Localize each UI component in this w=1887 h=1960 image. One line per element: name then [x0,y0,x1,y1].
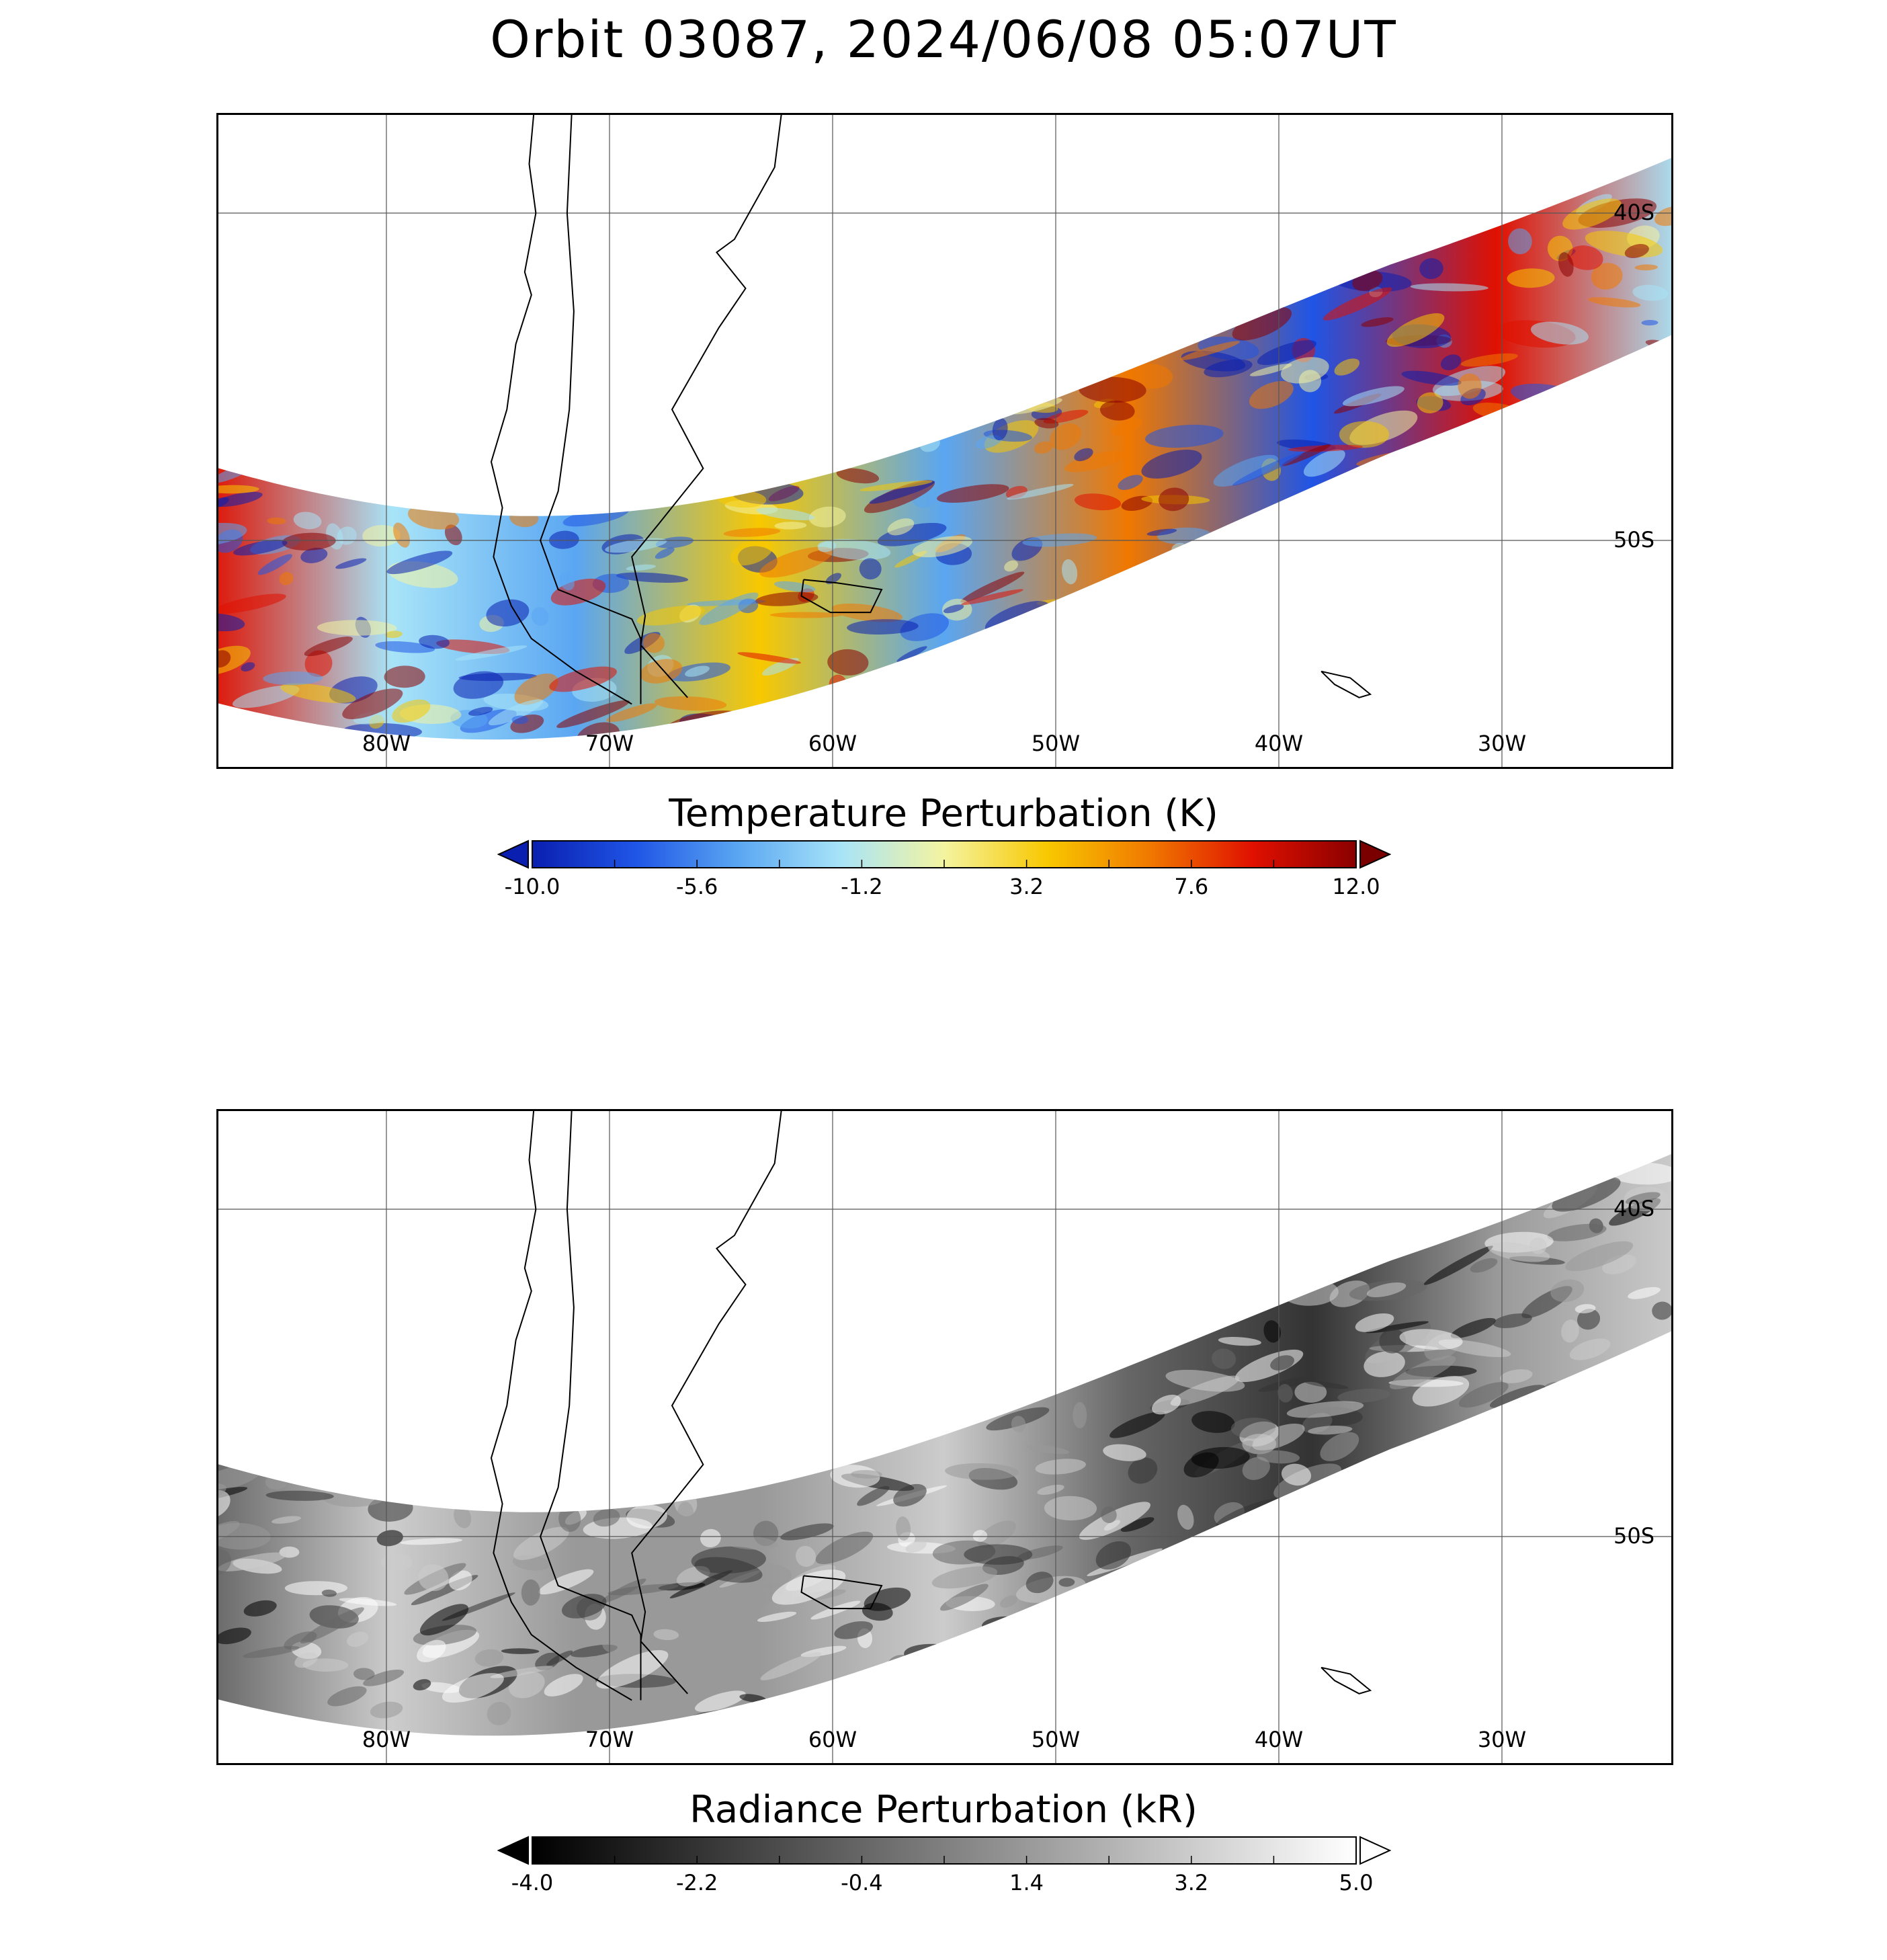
longitude-label: 50W [1031,731,1081,756]
longitude-label: 50W [1031,1727,1081,1752]
colorbar-tick-label: -0.4 [841,1870,883,1895]
colorbar-tick-label: -1.2 [841,874,883,899]
colorbar-extend-high [1359,1836,1391,1865]
colorbar-tick-label: 1.4 [1009,1870,1044,1895]
temperature-colorbar-title: Temperature Perturbation (K) [669,792,1218,835]
longitude-label: 60W [808,1727,857,1752]
temperature-colorbar [497,840,1391,869]
longitude-label: 80W [362,731,411,756]
plot-title: Orbit 03087, 2024/06/08 05:07UT [490,9,1397,69]
longitude-label: 70W [585,731,634,756]
longitude-label: 40W [1254,1727,1304,1752]
latitude-label: 40S [1613,1196,1655,1221]
longitude-label: 40W [1254,731,1304,756]
longitude-label: 70W [585,1727,634,1752]
colorbar-tick-label: 12.0 [1332,874,1380,899]
colorbar-tick-label: -2.2 [675,1870,718,1895]
latitude-label: 50S [1613,527,1655,553]
latitude-label: 40S [1613,200,1655,225]
radiance-map-panel: 80W 70W 60W 50W 40W 30W 40S 50S [216,1109,1673,1765]
colorbar-tick-label: 5.0 [1339,1870,1374,1895]
radiance-colorbar [497,1836,1391,1865]
colorbar-extend-low [497,840,529,869]
colorbar-tick-label: -10.0 [504,874,560,899]
colorbar-tick-label: -5.6 [675,874,718,899]
longitude-label: 30W [1477,731,1527,756]
colorbar-tick-label: 3.2 [1174,1870,1209,1895]
latitude-label: 50S [1613,1523,1655,1549]
longitude-label: 60W [808,731,857,756]
longitude-label: 30W [1477,1727,1527,1752]
colorbar-extend-high [1359,840,1391,869]
colorbar-tick-label: 7.6 [1174,874,1209,899]
radiance-colorbar-title: Radiance Perturbation (kR) [689,1788,1198,1832]
temperature-map-panel: 80W 70W 60W 50W 40W 30W 40S 50S [216,113,1673,769]
colorbar-extend-low [497,1836,529,1865]
colorbar-tick-label: 3.2 [1009,874,1044,899]
longitude-label: 80W [362,1727,411,1752]
colorbar-tick-label: -4.0 [511,1870,554,1895]
